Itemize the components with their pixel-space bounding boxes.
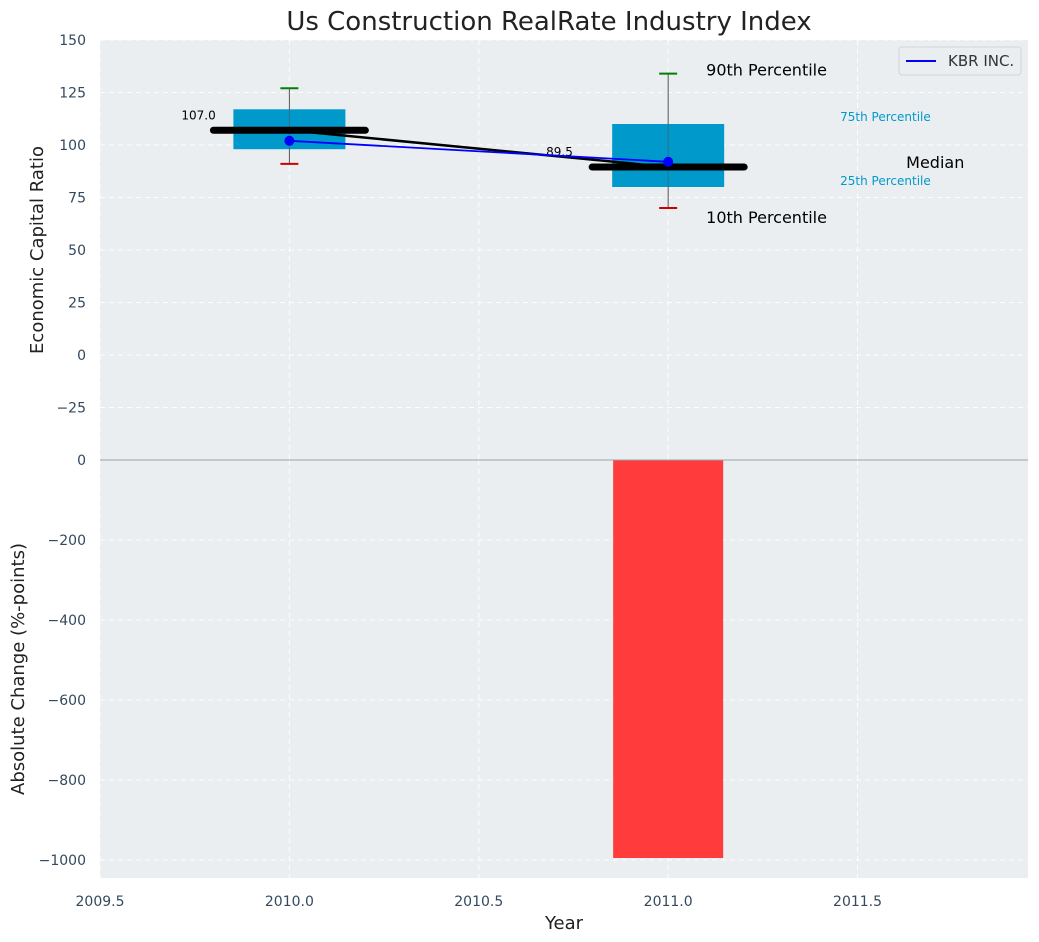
top-y-tick-label: 100 xyxy=(59,138,86,154)
bottom-y-tick-label: −200 xyxy=(48,533,86,549)
annotation-p75: 75th Percentile xyxy=(840,110,931,124)
top-y-tick-label: 150 xyxy=(59,33,86,49)
change-bar xyxy=(613,460,724,858)
chart-title: Us Construction RealRate Industry Index xyxy=(286,7,811,37)
top-y-tick-label: 25 xyxy=(68,296,86,312)
series-point-kbr xyxy=(284,135,295,146)
series-line-kbr xyxy=(289,139,669,163)
bottom-y-tick-label: −1000 xyxy=(39,853,86,869)
legend-box xyxy=(898,46,1022,76)
x-tick-label: 2009.5 xyxy=(76,894,125,910)
top-y-tick-label: 50 xyxy=(68,243,86,259)
x-tick-label: 2010.5 xyxy=(454,894,503,910)
bottom-y-tick-label: −400 xyxy=(48,613,86,629)
bottom-y-tick-label: −800 xyxy=(48,773,86,789)
top-y-axis-label: Economic Capital Ratio xyxy=(27,146,48,354)
series-point-kbr xyxy=(663,156,674,167)
x-ticks: 2009.5 2010.0 2010.5 2011.0 2011.5 xyxy=(76,894,883,910)
median-trend-line xyxy=(289,129,669,169)
annotation-p10: 10th Percentile xyxy=(706,208,827,227)
top-y-tick-label: 125 xyxy=(59,86,86,102)
bottom-y-axis-label: Absolute Change (%-points) xyxy=(8,543,29,795)
series-lines xyxy=(284,129,674,169)
annotation-median: Median xyxy=(906,153,964,172)
x-tick-label: 2010.0 xyxy=(265,894,314,910)
median-value-label: 107.0 xyxy=(181,108,215,122)
top-y-tick-label: 0 xyxy=(77,348,86,364)
bottom-panel: 0 −200 −400 −600 −800 −1000 2009.5 2010.0 2010.… xyxy=(8,453,1028,934)
bottom-y-ticks: 0 −200 −400 −600 −800 −1000 xyxy=(39,453,86,869)
top-y-tick-label: −25 xyxy=(56,401,86,417)
x-tick-label: 2011.0 xyxy=(644,894,693,910)
legend-label-kbr: KBR INC. xyxy=(948,52,1014,70)
bottom-y-tick-label: 0 xyxy=(77,453,86,469)
x-tick-label: 2011.5 xyxy=(833,894,882,910)
legend[interactable]: KBR INC. xyxy=(898,46,1022,76)
change-bars xyxy=(613,460,724,858)
percentile-annotations: 90th Percentile 10th Percentile 75th Perce… xyxy=(706,61,964,227)
top-y-tick-label: 75 xyxy=(68,191,86,207)
bottom-panel-background xyxy=(100,460,1028,878)
x-axis-label: Year xyxy=(544,913,584,934)
top-y-ticks: 150 125 100 75 50 25 0 −25 xyxy=(56,33,86,417)
bottom-y-tick-label: −600 xyxy=(48,693,86,709)
annotation-p90: 90th Percentile xyxy=(706,61,827,80)
annotation-p25: 25th Percentile xyxy=(840,174,931,188)
